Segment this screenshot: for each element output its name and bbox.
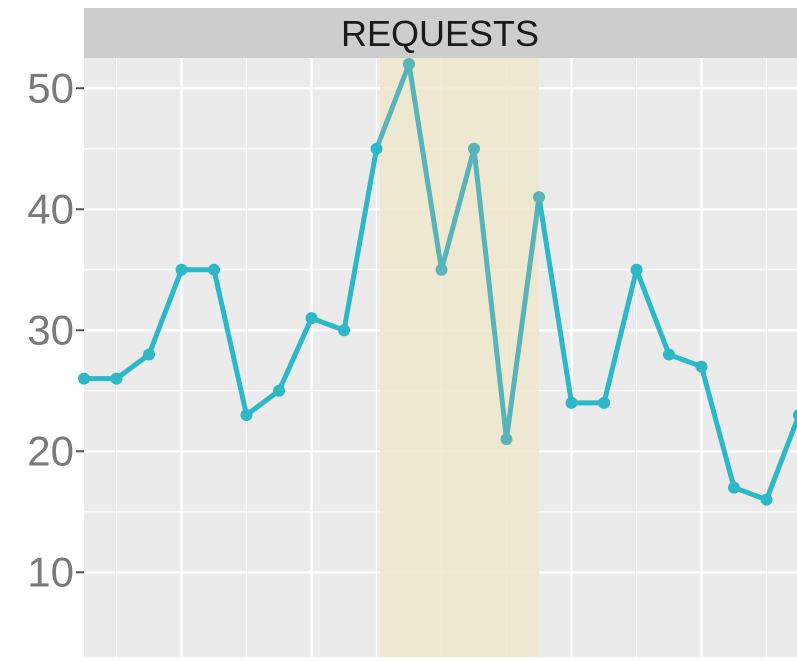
- data-point: [273, 385, 285, 397]
- data-point: [501, 433, 513, 445]
- data-point: [566, 397, 578, 409]
- data-point: [241, 409, 253, 421]
- data-point: [468, 143, 480, 155]
- data-point: [436, 264, 448, 276]
- data-point: [176, 264, 188, 276]
- data-point: [338, 324, 350, 336]
- data-point: [111, 373, 123, 385]
- data-point: [631, 264, 643, 276]
- y-tick-label: 50: [27, 64, 74, 111]
- y-tick-label: 40: [27, 185, 74, 232]
- y-tick-label: 10: [27, 548, 74, 595]
- data-point: [761, 494, 773, 506]
- data-point: [371, 143, 383, 155]
- data-point: [598, 397, 610, 409]
- data-point: [728, 482, 740, 494]
- data-point: [306, 312, 318, 324]
- facet-title: REQUESTS: [341, 13, 539, 54]
- data-point: [143, 348, 155, 360]
- data-point: [663, 348, 675, 360]
- y-tick-label: 30: [27, 306, 74, 353]
- data-point: [696, 361, 708, 373]
- data-point: [208, 264, 220, 276]
- y-tick-labels: 10 20 30 40 50: [27, 64, 84, 595]
- data-point: [403, 58, 415, 70]
- data-point: [533, 191, 545, 203]
- data-point: [78, 373, 90, 385]
- y-tick-label: 20: [27, 427, 74, 474]
